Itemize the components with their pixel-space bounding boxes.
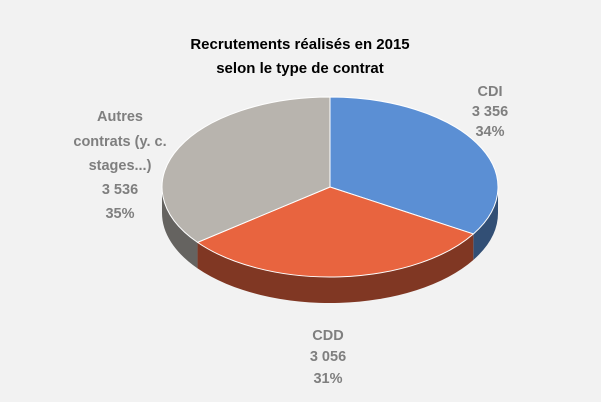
label-autres-percent: 35%	[105, 206, 134, 222]
chart-title-line-2: selon le type de contrat	[216, 60, 384, 77]
label-cdd-value: 3 056	[310, 349, 346, 365]
label-autres-value: 3 536	[102, 182, 138, 198]
label-autres-name-3: stages...)	[89, 158, 152, 174]
label-cdd-name: CDD	[312, 328, 343, 344]
chart-title-line-1: Recrutements réalisés en 2015	[190, 36, 409, 53]
pie-slice-0	[329, 96, 499, 235]
pie-slice-1	[196, 186, 475, 278]
label-cdi-percent: 34%	[475, 124, 504, 140]
label-cdi-name: CDI	[478, 84, 503, 100]
pie-slice-2	[161, 96, 331, 243]
label-cdi-value: 3 356	[472, 104, 508, 120]
label-cdd-percent: 31%	[313, 371, 342, 387]
pie-layer	[161, 96, 499, 303]
label-autres-name-1: Autres	[97, 109, 143, 125]
label-autres-name-2: contrats (y. c.	[73, 134, 166, 150]
pie-side-0	[473, 187, 498, 260]
data-labels: CDI 3 356 34% CDD 3 056 31% Autres contr…	[73, 84, 508, 387]
pie-side-1	[197, 233, 474, 303]
